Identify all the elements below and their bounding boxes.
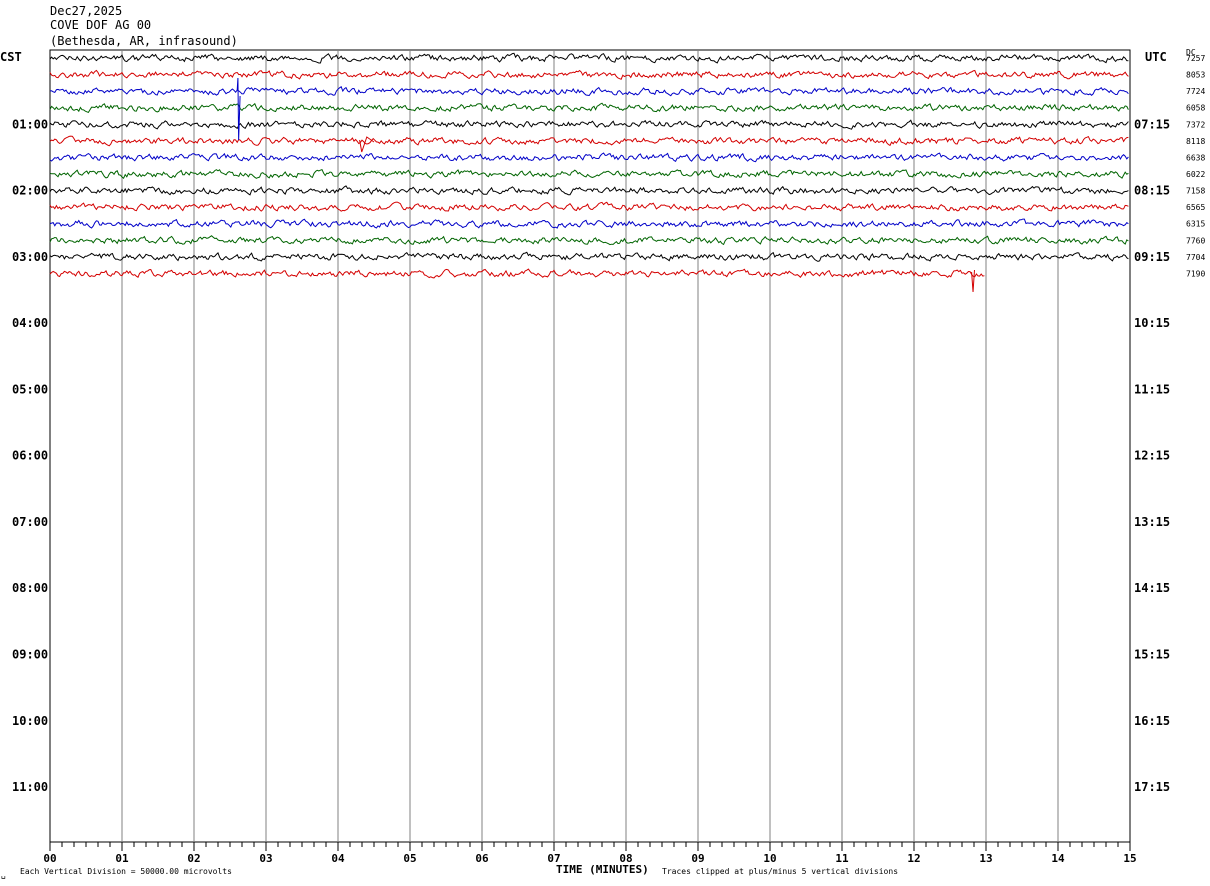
x-tick-label: 08 <box>619 852 632 865</box>
right-hour-label: 15:15 <box>1134 648 1170 662</box>
trace-spike <box>236 77 241 141</box>
helicorder-date: Dec27,2025 <box>50 4 123 18</box>
trace-line <box>49 218 1129 229</box>
left-hour-label: 01:00 <box>12 117 48 131</box>
dc-offset-label: 7372 <box>1186 120 1205 129</box>
right-hour-label: 16:15 <box>1134 714 1170 728</box>
trace-line <box>49 201 1129 212</box>
x-tick-label: 09 <box>691 852 704 865</box>
left-hour-label: 11:00 <box>12 780 48 794</box>
x-tick-label: 07 <box>547 852 560 865</box>
left-timezone-label: CST <box>0 50 22 64</box>
trace-line <box>49 168 1129 179</box>
x-tick-label: 13 <box>979 852 992 865</box>
trace-line <box>49 119 1129 130</box>
right-hour-label: 09:15 <box>1134 250 1170 264</box>
x-tick-label: 10 <box>763 852 776 865</box>
clip-note: Traces clipped at plus/minus 5 vertical … <box>662 867 899 876</box>
scale-note: Each Vertical Division = 50000.00 microv… <box>20 867 232 876</box>
dc-offset-label: 7257 <box>1186 54 1205 63</box>
x-tick-label: 05 <box>403 852 416 865</box>
trace-line <box>49 52 1129 64</box>
trace-line <box>49 251 1129 262</box>
trace-line <box>49 268 985 279</box>
dc-offset-label: 6058 <box>1186 104 1205 113</box>
x-tick-label: 12 <box>907 852 920 865</box>
right-hour-label: 14:15 <box>1134 581 1170 595</box>
dc-offset-label: 7190 <box>1186 269 1205 278</box>
dc-offset-label: 7158 <box>1186 187 1205 196</box>
station-location: (Bethesda, AR, infrasound) <box>50 34 238 48</box>
station-name: COVE DOF AG 00 <box>50 18 152 32</box>
right-hour-label: 08:15 <box>1134 184 1170 198</box>
left-hour-label: 06:00 <box>12 449 48 463</box>
left-hour-label: 07:00 <box>12 515 48 529</box>
trace-line <box>49 69 1129 80</box>
left-hour-label: 04:00 <box>12 316 48 330</box>
left-hour-label: 10:00 <box>12 714 48 728</box>
trace-line <box>49 152 1129 163</box>
plot-frame <box>49 49 1131 843</box>
x-tick-label: 04 <box>331 852 345 865</box>
dc-offset-label: 8118 <box>1186 137 1205 146</box>
trace-line <box>49 185 1129 196</box>
x-tick-label: 11 <box>835 852 849 865</box>
x-tick-label: 14 <box>1051 852 1065 865</box>
x-tick-label: 03 <box>259 852 272 865</box>
dc-offset-label: 7704 <box>1186 253 1205 262</box>
x-axis-title: TIME (MINUTES) <box>556 863 649 876</box>
left-hour-label: 08:00 <box>12 581 48 595</box>
right-hour-label: 10:15 <box>1134 316 1170 330</box>
dc-offset-label: 6315 <box>1186 220 1205 229</box>
right-hour-label: 13:15 <box>1134 515 1170 529</box>
right-timezone-label: UTC <box>1145 50 1167 64</box>
dc-offset-label: 6022 <box>1186 170 1205 179</box>
left-hour-label: 02:00 <box>12 184 48 198</box>
left-hour-label: 09:00 <box>12 648 48 662</box>
right-hour-label: 07:15 <box>1134 117 1170 131</box>
trace-spike <box>359 136 375 153</box>
dc-offset-label: 7760 <box>1186 236 1205 245</box>
dc-offset-label: 7724 <box>1186 87 1205 96</box>
dc-offset-label: 6565 <box>1186 203 1205 212</box>
trace-line <box>49 135 1129 147</box>
x-tick-label: 15 <box>1123 852 1136 865</box>
trace-line <box>49 86 1129 97</box>
trace-spike <box>971 269 975 293</box>
x-tick-label: 01 <box>115 852 129 865</box>
x-tick-label: 06 <box>475 852 489 865</box>
x-tick-label: 00 <box>43 852 56 865</box>
right-hour-label: 12:15 <box>1134 449 1170 463</box>
dc-column-header: DC <box>1186 48 1196 57</box>
right-hour-label: 17:15 <box>1134 780 1170 794</box>
left-hour-label: 03:00 <box>12 250 48 264</box>
dc-offset-label: 6638 <box>1186 153 1205 162</box>
right-hour-label: 11:15 <box>1134 382 1170 396</box>
trace-line <box>49 102 1129 114</box>
trace-line <box>49 235 1129 246</box>
corner-mark-icon: ␣ <box>1 870 6 879</box>
left-hour-label: 05:00 <box>12 382 48 396</box>
dc-offset-label: 8053 <box>1186 71 1205 80</box>
x-tick-label: 02 <box>187 852 200 865</box>
